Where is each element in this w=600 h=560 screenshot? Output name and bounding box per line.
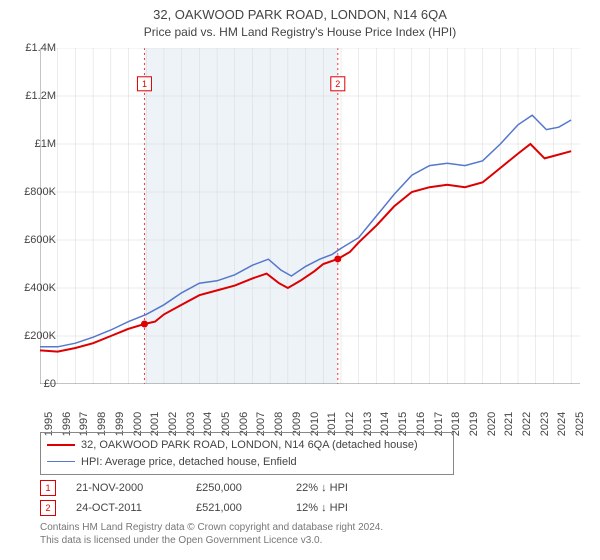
y-tick-label: £200K: [24, 330, 56, 342]
x-tick-label: 2025: [574, 412, 586, 436]
page-title: 32, OAKWOOD PARK ROAD, LONDON, N14 6QA: [0, 0, 600, 24]
y-tick-label: £1.4M: [25, 42, 56, 54]
x-tick-label: 2022: [521, 412, 533, 436]
sale-records: 1 21-NOV-2000 £250,000 22% ↓ HPI 2 24-OC…: [40, 478, 376, 518]
x-tick-label: 2023: [539, 412, 551, 436]
legend-item-property: 32, OAKWOOD PARK ROAD, LONDON, N14 6QA (…: [47, 437, 447, 454]
sale-date: 24-OCT-2011: [76, 502, 176, 514]
sale-marker-icon: 1: [40, 480, 56, 496]
y-tick-label: £1.2M: [25, 90, 56, 102]
sale-price: £250,000: [196, 482, 276, 494]
legend-label: 32, OAKWOOD PARK ROAD, LONDON, N14 6QA (…: [81, 437, 418, 454]
svg-text:1: 1: [142, 79, 147, 89]
x-tick-label: 2021: [503, 412, 515, 436]
x-tick-label: 2019: [468, 412, 480, 436]
sale-marker-icon: 2: [40, 500, 56, 516]
line-chart: 12: [40, 48, 580, 384]
sale-diff: 22% ↓ HPI: [296, 482, 376, 494]
sale-date: 21-NOV-2000: [76, 482, 176, 494]
sale-row: 2 24-OCT-2011 £521,000 12% ↓ HPI: [40, 498, 376, 518]
y-tick-label: £1M: [35, 138, 56, 150]
x-axis-labels: 1995199619971998199920002001200220032004…: [40, 388, 580, 434]
chart-area: 12: [40, 48, 580, 384]
legend-item-hpi: HPI: Average price, detached house, Enfi…: [47, 454, 447, 471]
y-tick-label: £400K: [24, 282, 56, 294]
sale-price: £521,000: [196, 502, 276, 514]
svg-text:2: 2: [335, 79, 340, 89]
legend-swatch-icon: [47, 461, 75, 462]
page-subtitle: Price paid vs. HM Land Registry's House …: [0, 24, 600, 41]
sale-diff: 12% ↓ HPI: [296, 502, 376, 514]
sale-row: 1 21-NOV-2000 £250,000 22% ↓ HPI: [40, 478, 376, 498]
legend-swatch-icon: [47, 444, 75, 446]
x-tick-label: 2020: [486, 412, 498, 436]
chart-container: 32, OAKWOOD PARK ROAD, LONDON, N14 6QA P…: [0, 0, 600, 560]
x-tick-label: 2024: [556, 412, 568, 436]
legend-box: 32, OAKWOOD PARK ROAD, LONDON, N14 6QA (…: [40, 432, 454, 475]
y-tick-label: £800K: [24, 186, 56, 198]
legend-label: HPI: Average price, detached house, Enfi…: [81, 454, 297, 471]
footer-attribution: Contains HM Land Registry data © Crown c…: [40, 521, 383, 547]
y-tick-label: £600K: [24, 234, 56, 246]
